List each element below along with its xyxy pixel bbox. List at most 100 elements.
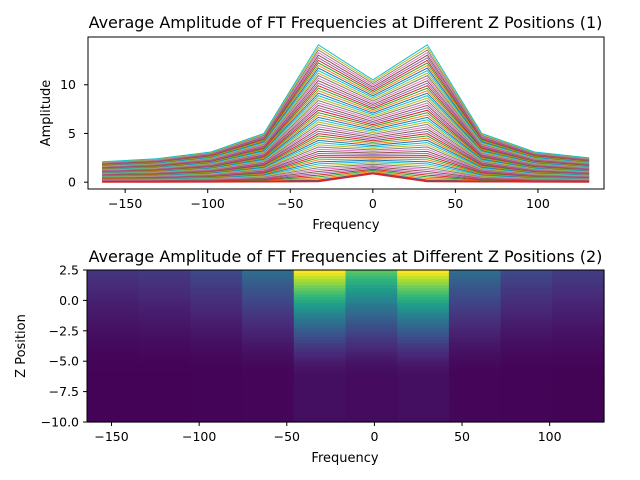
chart-2-heatmap-cell bbox=[138, 379, 191, 384]
chart-2-heatmap-cell bbox=[552, 370, 605, 374]
chart-2-heatmap-cell bbox=[138, 321, 191, 326]
chart-2-heatmap-cell bbox=[397, 361, 450, 365]
chart-2-heatmap-cell bbox=[345, 270, 398, 274]
chart-2-heatmap-cell bbox=[345, 409, 398, 414]
chart-2-heatmap-cell bbox=[293, 388, 347, 393]
chart-2-heatmap-cell bbox=[138, 403, 191, 408]
chart-2-heatmap-cell bbox=[500, 321, 553, 326]
chart-2-heatmap-cell bbox=[87, 270, 140, 274]
chart-2-heatmap-cell bbox=[242, 276, 295, 280]
chart-2-heatmap-cell bbox=[138, 388, 191, 393]
chart-2-heatmap-cell bbox=[138, 352, 191, 356]
chart-2-heatmap-cell bbox=[87, 352, 140, 356]
chart-2-heatmap-cell bbox=[293, 352, 347, 356]
chart-2-heatmap-cell bbox=[138, 279, 191, 283]
chart-2-heatmap-cell bbox=[345, 312, 398, 317]
chart-2-heatmap-cell bbox=[552, 346, 605, 350]
chart-2-heatmap-cell bbox=[448, 376, 502, 381]
chart-2-heatmap-cell bbox=[87, 324, 140, 329]
chart-2-heatmap-cell bbox=[190, 300, 243, 305]
chart-2-heatmap-cell bbox=[397, 294, 450, 298]
chart-2-heatmap-cell bbox=[138, 346, 191, 350]
chart-2-heatmap-cell bbox=[448, 327, 502, 332]
chart-2-heatmap-cell bbox=[345, 297, 398, 301]
chart-2-heatmap-cell bbox=[448, 306, 502, 311]
chart-2-heatmap-cell bbox=[190, 303, 243, 308]
chart-2-heatmap-cell bbox=[293, 324, 347, 329]
chart-2-heatmap-cell bbox=[293, 306, 347, 311]
chart-2-heatmap-cell bbox=[448, 391, 502, 396]
chart-2-heatmap-cell bbox=[500, 294, 553, 298]
chart-2-heatmap-cell bbox=[138, 367, 191, 371]
chart-2-heatmap-cell bbox=[397, 385, 450, 390]
chart-2-heatmap-cell bbox=[552, 409, 605, 414]
chart-2-heatmap-cell bbox=[448, 352, 502, 356]
chart-2-heatmap-cell bbox=[397, 397, 450, 402]
chart-2-heatmap-cell bbox=[345, 300, 398, 305]
chart-1-title: Average Amplitude of FT Frequencies at D… bbox=[89, 13, 603, 32]
chart-2-heatmap-cell bbox=[242, 327, 295, 332]
chart-2-heatmap-cell bbox=[397, 364, 450, 368]
chart-2-title: Average Amplitude of FT Frequencies at D… bbox=[89, 247, 603, 266]
chart-2-heatmap-cell bbox=[242, 300, 295, 305]
chart-2-heatmap-cell bbox=[293, 400, 347, 405]
chart-2-heatmap-cell bbox=[242, 418, 295, 423]
chart-2-heatmap-cell bbox=[293, 327, 347, 332]
chart-2-heatmap-cell bbox=[87, 294, 140, 298]
chart-2-heatmap-cell bbox=[138, 349, 191, 353]
chart-2-heatmap-cell bbox=[345, 285, 398, 289]
chart-2-heatmap-cell bbox=[345, 403, 398, 408]
chart-2-heatmap-cell bbox=[345, 391, 398, 396]
chart-2-heatmap-cell bbox=[500, 270, 553, 274]
chart-2-heatmap-cell bbox=[345, 400, 398, 405]
chart-2-heatmap-cell bbox=[138, 318, 191, 323]
chart-2-heatmap-cell bbox=[448, 333, 502, 338]
chart-2-heatmap-cell bbox=[552, 324, 605, 329]
chart-2-heatmap-cell bbox=[448, 409, 502, 414]
chart-2-heatmap-cell bbox=[138, 361, 191, 365]
chart-2-heatmap-cell bbox=[397, 288, 450, 292]
chart-2-heatmap-cell bbox=[500, 376, 553, 381]
chart-2-heatmap-cell bbox=[345, 279, 398, 283]
chart-2-heatmap-cell bbox=[293, 318, 347, 323]
chart-2-x-tick-label: −50 bbox=[274, 429, 300, 444]
chart-2-heatmap-cell bbox=[500, 403, 553, 408]
chart-2-heatmap-cell bbox=[190, 397, 243, 402]
chart-2-heatmap-cell bbox=[448, 373, 502, 377]
chart-2-heatmap-cell bbox=[552, 333, 605, 338]
chart-2-heatmap-cell bbox=[552, 382, 605, 387]
chart-2-heatmap-cell bbox=[500, 336, 553, 341]
chart-2-heatmap-cell bbox=[500, 382, 553, 387]
chart-2-heatmap-cell bbox=[190, 309, 243, 314]
chart-2-heatmap-cell bbox=[500, 409, 553, 414]
chart-2-y-tick-label: −7.5 bbox=[49, 384, 79, 399]
chart-2-heatmap-cell bbox=[397, 370, 450, 374]
chart-2-heatmap-cell bbox=[500, 285, 553, 289]
chart-2-heatmap-cell bbox=[397, 327, 450, 332]
chart-2-heatmap-cell bbox=[87, 333, 140, 338]
chart-2-heatmap-cell bbox=[345, 349, 398, 353]
chart-2-heatmap-cell bbox=[242, 358, 295, 362]
chart-2-heatmap-cell bbox=[293, 364, 347, 368]
chart-2-heatmap-cell bbox=[242, 282, 295, 286]
chart-2-heatmap-cell bbox=[87, 318, 140, 323]
chart-2-heatmap-cell bbox=[397, 276, 450, 280]
chart-2-heatmap-cell bbox=[87, 321, 140, 326]
chart-2-heatmap-cell bbox=[500, 358, 553, 362]
chart-2-heatmap-cell bbox=[500, 367, 553, 371]
chart-2-heatmap-cell bbox=[345, 276, 398, 280]
chart-2-heatmap-cell bbox=[448, 394, 502, 399]
chart-2-heatmap-cell bbox=[552, 312, 605, 317]
chart-2-heatmap-cell bbox=[500, 397, 553, 402]
chart-2-heatmap-cell bbox=[397, 318, 450, 323]
chart-2-heatmap-cell bbox=[138, 273, 191, 277]
chart-2-y-tick-label: −2.5 bbox=[49, 323, 79, 338]
chart-2-heatmap-cell bbox=[87, 358, 140, 362]
chart-2-heatmap-cell bbox=[87, 391, 140, 396]
chart-2-heatmap-cell bbox=[293, 370, 347, 374]
chart-2-heatmap-cell bbox=[500, 324, 553, 329]
chart-2-heatmap-cell bbox=[500, 361, 553, 365]
chart-2-heatmap-cell bbox=[190, 282, 243, 286]
chart-1-series-line bbox=[102, 49, 590, 163]
chart-2-heatmap-cell bbox=[552, 352, 605, 356]
